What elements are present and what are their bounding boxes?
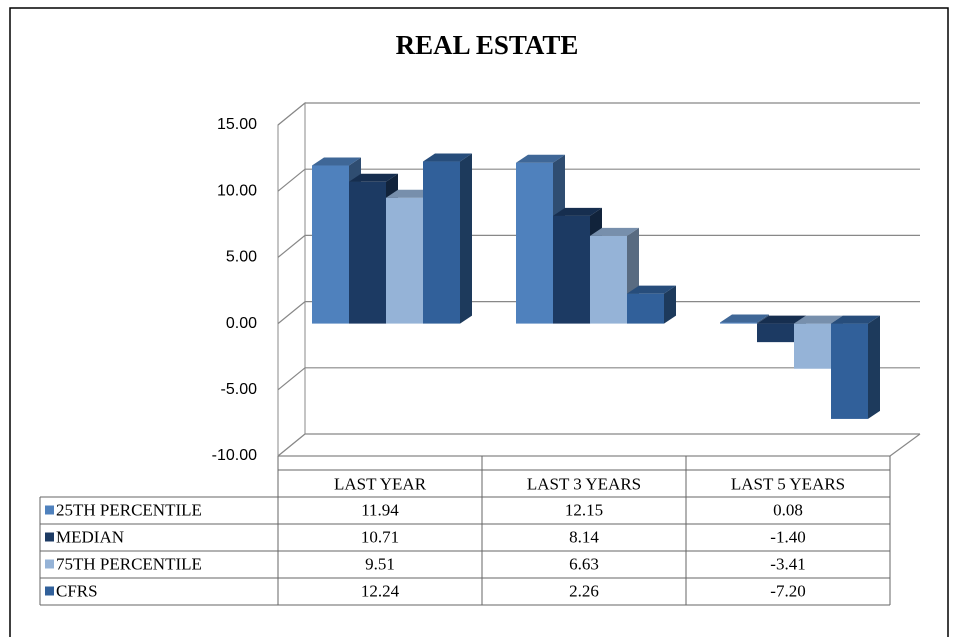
bar (312, 165, 349, 324)
table-value: 10.71 (361, 527, 399, 546)
y-tick-label: 5.00 (226, 249, 257, 266)
bar-side (460, 153, 472, 324)
bar-top (794, 315, 843, 324)
bar (423, 161, 460, 324)
grid-line (277, 168, 920, 192)
bar-top (757, 315, 806, 324)
table-value: 0.08 (773, 500, 803, 519)
grid-line (277, 102, 920, 126)
bar-top (553, 207, 602, 216)
x-tick-label: LAST 5 YEARS (731, 474, 845, 493)
y-tick-label: 15.00 (217, 116, 257, 133)
y-tick-label: -10.00 (212, 447, 257, 464)
x-tick-label: LAST 3 YEARS (527, 474, 641, 493)
table-value: 9.51 (365, 554, 395, 573)
bar (831, 323, 868, 419)
legend-label: 75TH PERCENTILE (56, 554, 202, 573)
chart-title: REAL ESTATE (396, 30, 579, 60)
bar (349, 181, 386, 324)
y-tick-label: 10.00 (217, 182, 257, 199)
legend-label: MEDIAN (56, 527, 124, 546)
grid-line (277, 234, 920, 258)
table-value: 12.15 (565, 500, 603, 519)
grid-line (277, 301, 920, 325)
table-value: -7.20 (770, 581, 805, 600)
bar (590, 235, 627, 324)
bar-side (664, 285, 676, 324)
legend-swatch (45, 505, 54, 515)
legend-label: CFRS (56, 581, 98, 600)
bar-top (349, 173, 398, 182)
bar-top (590, 227, 639, 236)
table-value: -1.40 (770, 527, 805, 546)
table-value: 11.94 (361, 500, 399, 519)
bar (627, 293, 664, 324)
bar-side (868, 315, 880, 419)
bar-top (627, 285, 676, 294)
bar (553, 215, 590, 324)
table-value: 12.24 (361, 581, 400, 600)
bar-top (720, 314, 769, 323)
bar (720, 322, 757, 324)
legend-swatch (45, 559, 54, 569)
bar-top (831, 315, 880, 324)
grid-line (277, 433, 920, 457)
grid-line (277, 367, 920, 391)
bar-top (386, 189, 435, 198)
bar-side (757, 314, 769, 324)
bar (386, 197, 423, 324)
bar-top (516, 154, 565, 163)
legend-swatch (45, 532, 54, 542)
bar (516, 162, 553, 324)
y-tick-label: -5.00 (221, 381, 258, 398)
table-value: 2.26 (569, 581, 599, 600)
table-value: 6.63 (569, 554, 599, 573)
bar-top (312, 157, 361, 166)
y-tick-label: 0.00 (226, 315, 257, 332)
bar (794, 323, 831, 369)
table-value: 8.14 (569, 527, 599, 546)
legend-swatch (45, 586, 54, 596)
table-value: -3.41 (770, 554, 805, 573)
bar-top (423, 153, 472, 162)
legend-label: 25TH PERCENTILE (56, 500, 202, 519)
bar (757, 323, 794, 343)
x-tick-label: LAST YEAR (334, 474, 427, 493)
